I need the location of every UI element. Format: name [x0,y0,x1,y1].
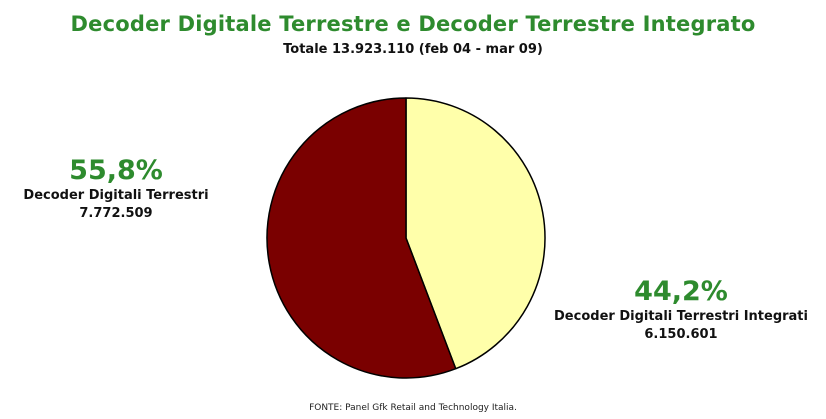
slice-label-decoder-digitali-terrestri: 55,8% Decoder Digitali Terrestri 7.772.5… [0,155,232,223]
source-note: FONTE: Panel Gfk Retail and Technology I… [309,403,517,413]
slice-value-label: 6.150.601 [644,327,718,342]
pie-slice-0 [405,97,546,370]
chart-subtitle: Totale 13.923.110 (feb 04 - mar 09) [283,42,543,57]
slice-name-label: Decoder Digitali Terrestri [23,188,209,203]
pie-slice-1 [266,97,457,379]
slice-value-label: 7.772.509 [79,206,153,221]
chart-title: Decoder Digitale Terrestre e Decoder Ter… [70,12,756,36]
slice-label-decoder-digitali-terrestri-integrati: 44,2% Decoder Digitali Terrestri Integra… [536,276,826,344]
slice-name-label: Decoder Digitali Terrestri Integrati [554,309,808,324]
slice-percent-label: 44,2% [634,276,728,307]
slice-percent-label: 55,8% [69,155,163,186]
